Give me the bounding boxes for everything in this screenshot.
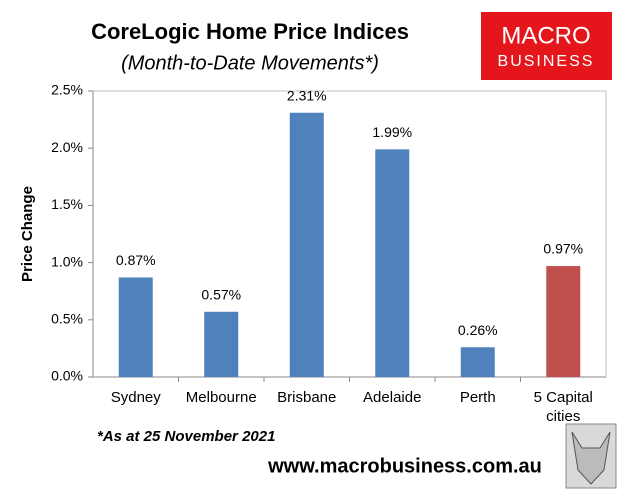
fox-logo xyxy=(571,431,611,485)
bar xyxy=(546,266,581,377)
x-tick-label: 5 Capital cities xyxy=(533,389,593,425)
data-label: 2.31% xyxy=(287,87,327,103)
y-tick-label: 0.5% xyxy=(51,311,83,327)
y-axis-label: Price Change xyxy=(19,186,36,282)
x-tick-label: Brisbane xyxy=(277,389,337,406)
x-tick-label: Adelaide xyxy=(363,389,422,406)
data-label: 0.97% xyxy=(543,241,583,257)
bar xyxy=(375,149,410,377)
data-label: 0.26% xyxy=(458,322,498,338)
logo-text: MACRO xyxy=(501,22,590,49)
chart-subtitle: (Month-to-Date Movements*) xyxy=(121,52,379,74)
plot-area xyxy=(92,90,607,378)
logo-box xyxy=(481,12,612,80)
data-label: 0.87% xyxy=(116,252,156,268)
x-tick-label: Sydney xyxy=(110,389,161,406)
y-tick-label: 0.0% xyxy=(51,368,83,384)
data-label: 1.99% xyxy=(372,124,412,140)
chart-title: CoreLogic Home Price Indices xyxy=(91,19,409,44)
website: www.macrobusiness.com.au xyxy=(267,455,542,477)
footnote: *As at 25 November 2021 xyxy=(97,428,275,445)
bar xyxy=(118,277,153,377)
bar xyxy=(289,112,324,378)
y-tick-label: 2.5% xyxy=(51,82,83,98)
data-label: 0.57% xyxy=(201,286,241,302)
y-tick-label: 1.5% xyxy=(51,196,83,212)
y-tick-label: 2.0% xyxy=(51,139,83,155)
bar xyxy=(204,311,239,377)
logo-text: BUSINESS xyxy=(498,53,595,70)
bar xyxy=(460,347,495,377)
x-tick-label: Melbourne xyxy=(185,389,257,406)
x-tick-label: Perth xyxy=(459,389,496,406)
y-tick-label: 1.0% xyxy=(51,253,83,269)
